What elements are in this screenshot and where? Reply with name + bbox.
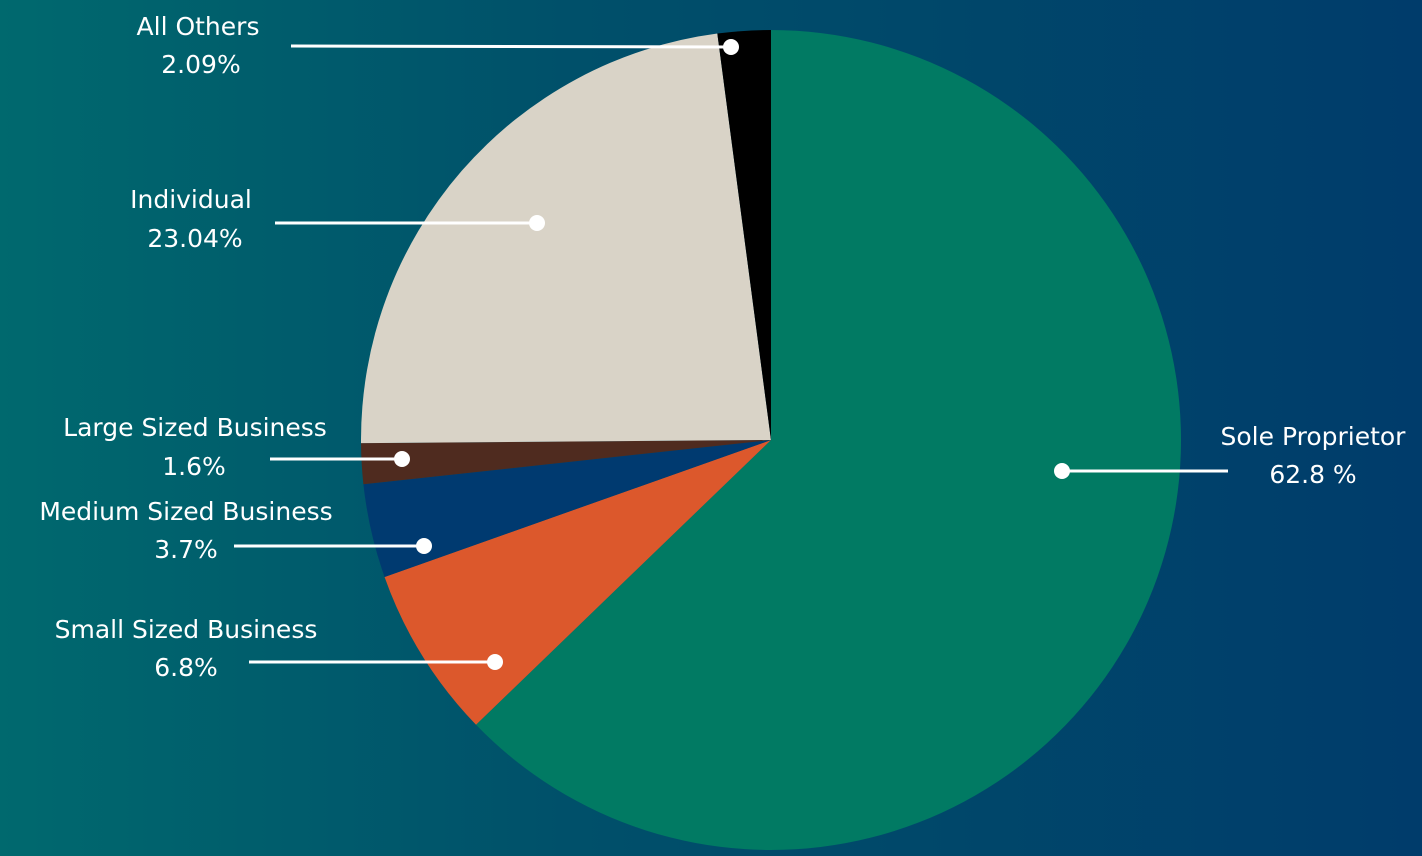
label-name-small-business: Small Sized Business: [55, 615, 318, 644]
label-name-individual: Individual: [130, 185, 252, 214]
pie-slice-all-others: [717, 30, 771, 440]
label-value-small-business: 6.8%: [154, 653, 218, 682]
pie-slice-medium-sized-business: [363, 440, 771, 577]
callout-dot-large-sized-business: [394, 451, 410, 467]
pie-slices: [361, 30, 1181, 850]
callout-dot-all-others: [723, 39, 739, 55]
label-name-all-others: All Others: [137, 12, 260, 41]
pie-slice-individual: [361, 33, 771, 444]
label-name-large-business: Large Sized Business: [63, 413, 327, 442]
label-value-medium-business: 3.7%: [154, 535, 218, 564]
label-name-medium-business: Medium Sized Business: [39, 497, 332, 526]
label-value-all-others: 2.09%: [161, 50, 240, 79]
callout-lines: [234, 39, 1228, 670]
callout-dot-individual: [529, 215, 545, 231]
callout-dot-sole-proprietor: [1054, 463, 1070, 479]
label-value-sole-proprietor: 62.8 %: [1269, 460, 1356, 489]
pie-slice-small-sized-business: [384, 440, 771, 725]
label-name-sole-proprietor: Sole Proprietor: [1221, 422, 1407, 451]
callout-dot-small-sized-business: [487, 654, 503, 670]
pie-slice-sole-proprietor: [476, 30, 1181, 850]
label-value-individual: 23.04%: [147, 224, 242, 253]
callout-line-all-others: [290, 44, 732, 49]
callout-dot-medium-sized-business: [416, 538, 432, 554]
pie-slice-large-sized-business: [361, 440, 771, 485]
label-value-large-business: 1.6%: [162, 452, 226, 481]
